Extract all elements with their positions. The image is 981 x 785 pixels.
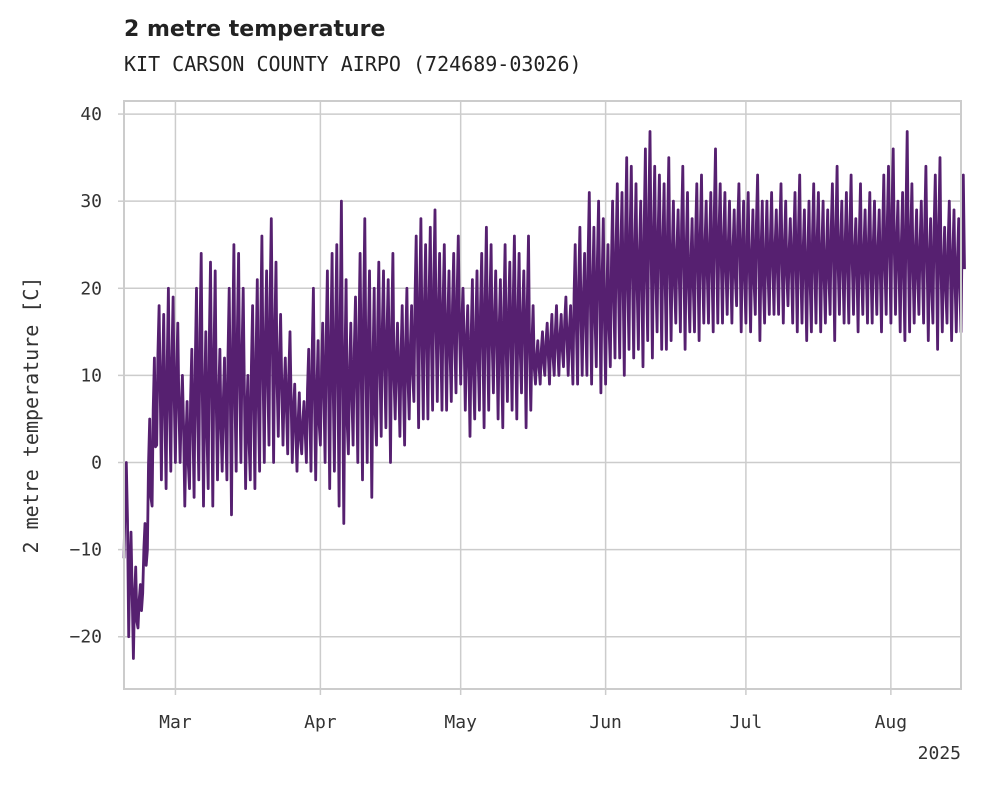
y-tick-label: 10 [80, 365, 102, 386]
y-tick-label: 30 [80, 191, 102, 212]
y-tick-label: −10 [69, 540, 102, 561]
x-tick-label: Jul [730, 712, 763, 733]
y-tick-label: 0 [91, 453, 102, 474]
series-layer [122, 130, 966, 660]
chart-subtitle: KIT CARSON COUNTY AIRPO (724689-03026) [124, 52, 582, 76]
y-tick-labels: −20 −10 0 10 20 30 40 [69, 104, 124, 648]
y-tick-label: −20 [69, 627, 102, 648]
y-tick-label: 40 [80, 104, 102, 125]
x-tick-label: Mar [159, 712, 192, 733]
y-tick-label: 20 [80, 278, 102, 299]
x-tick-label: Aug [875, 712, 908, 733]
plot-frame [123, 100, 962, 690]
x-offset-year-label: 2025 [918, 743, 961, 764]
x-tick-labels: Mar Apr May Jun Jul Aug [159, 689, 907, 733]
y-axis-label: 2 metre temperature [C] [19, 277, 43, 554]
chart-title: 2 metre temperature [124, 17, 386, 42]
x-tick-label: Jun [589, 712, 622, 733]
series-line-temperature [122, 130, 966, 660]
x-tick-label: May [444, 712, 477, 733]
x-tick-label: Apr [304, 712, 337, 733]
